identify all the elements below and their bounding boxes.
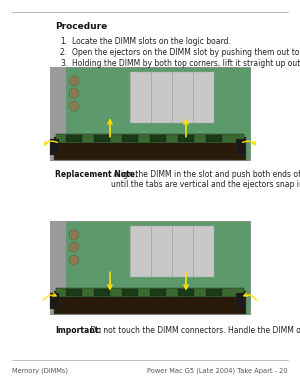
Bar: [203, 72, 204, 123]
Text: Power Mac G5 (Late 2004) Take Apart - 20: Power Mac G5 (Late 2004) Take Apart - 20: [147, 368, 288, 374]
Bar: [161, 72, 162, 123]
Circle shape: [69, 76, 79, 86]
Bar: [130, 226, 214, 277]
Bar: [151, 226, 152, 277]
Text: 3.: 3.: [60, 59, 67, 68]
Bar: [140, 72, 141, 123]
Text: Memory (DIMMs): Memory (DIMMs): [12, 368, 68, 374]
Bar: [54, 137, 246, 160]
Bar: [206, 289, 222, 296]
Bar: [56, 288, 244, 297]
Circle shape: [69, 230, 79, 240]
Bar: [178, 289, 194, 296]
Bar: [236, 293, 245, 309]
Bar: [66, 289, 82, 296]
Bar: [50, 67, 250, 160]
Text: Important:: Important:: [55, 326, 101, 335]
Bar: [203, 226, 204, 277]
Circle shape: [69, 255, 79, 265]
Bar: [206, 135, 222, 142]
Bar: [151, 72, 152, 123]
Bar: [122, 135, 138, 142]
Circle shape: [69, 101, 79, 111]
Bar: [122, 289, 138, 296]
Text: Holding the DIMM by both top corners, lift it straight up out of the computer.: Holding the DIMM by both top corners, li…: [72, 59, 300, 68]
Bar: [50, 293, 59, 309]
Text: Do not touch the DIMM connectors. Handle the DIMM only by the edges.: Do not touch the DIMM connectors. Handle…: [88, 326, 300, 335]
Bar: [161, 226, 162, 277]
Circle shape: [69, 242, 79, 252]
Bar: [140, 226, 141, 277]
Bar: [50, 221, 250, 314]
Bar: [182, 226, 183, 277]
Bar: [94, 135, 110, 142]
Text: Align the DIMM in the slot and push both ends of the DIMM down
until the tabs ar: Align the DIMM in the slot and push both…: [111, 170, 300, 189]
Text: Locate the DIMM slots on the logic board.: Locate the DIMM slots on the logic board…: [72, 37, 231, 46]
Text: 1.: 1.: [60, 37, 67, 46]
Bar: [178, 135, 194, 142]
Bar: [66, 135, 82, 142]
Circle shape: [69, 88, 79, 98]
Bar: [50, 221, 66, 314]
Bar: [56, 134, 244, 143]
Bar: [50, 67, 66, 160]
Bar: [54, 291, 246, 314]
Bar: [50, 139, 59, 155]
Text: Open the ejectors on the DIMM slot by pushing them out to the sides.: Open the ejectors on the DIMM slot by pu…: [72, 48, 300, 57]
Bar: [150, 289, 166, 296]
Text: Procedure: Procedure: [55, 22, 107, 31]
Bar: [236, 139, 245, 155]
Bar: [150, 135, 166, 142]
Bar: [193, 226, 194, 277]
Bar: [182, 72, 183, 123]
Bar: [94, 289, 110, 296]
Bar: [193, 72, 194, 123]
Text: Replacement Note:: Replacement Note:: [55, 170, 138, 179]
Bar: [130, 72, 214, 123]
Text: 2.: 2.: [60, 48, 67, 57]
